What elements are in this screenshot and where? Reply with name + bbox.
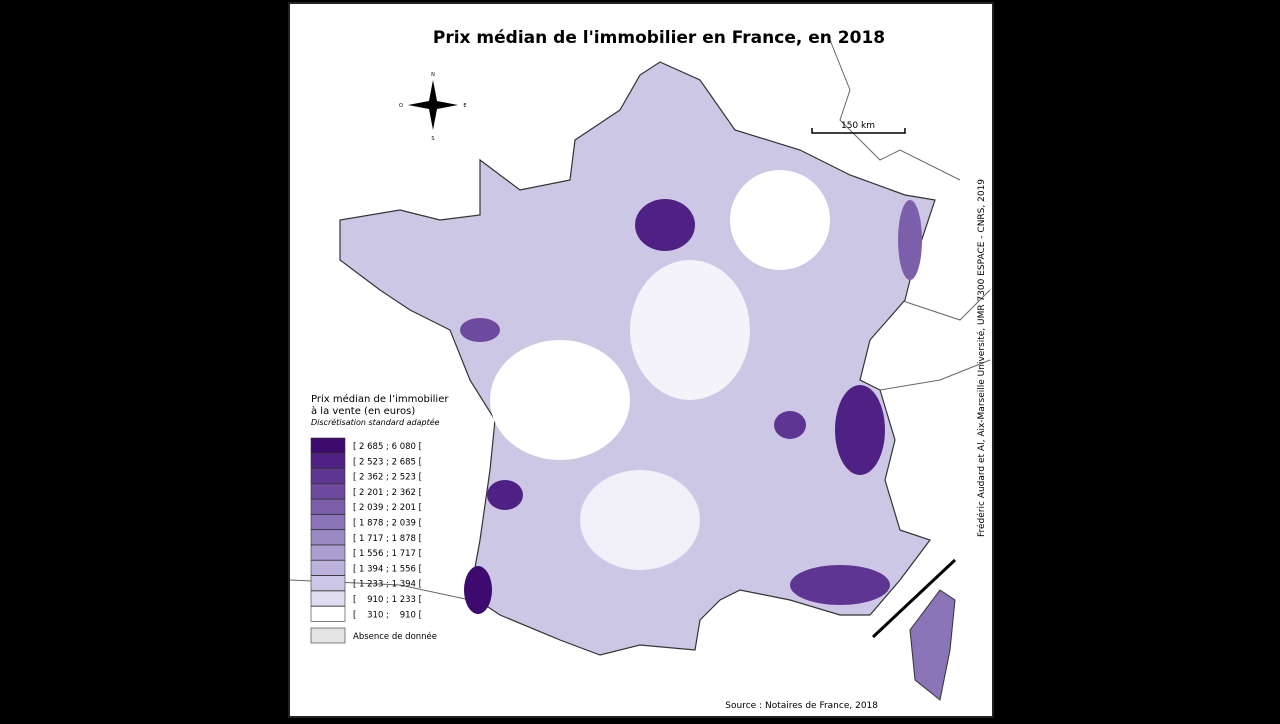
credits: Frédéric Audard et Al, Aix-Marseille Uni… bbox=[976, 179, 987, 537]
zone-basque bbox=[464, 566, 492, 614]
legend-swatch bbox=[310, 627, 346, 644]
zone-low bbox=[630, 260, 750, 400]
neighbour-borders bbox=[289, 39, 991, 601]
zone-alps bbox=[835, 385, 885, 475]
price-zones bbox=[460, 170, 922, 614]
map-title: Prix médian de l'immobilier en France, e… bbox=[433, 28, 885, 48]
legend-swatch bbox=[310, 590, 346, 607]
zone-bordeaux bbox=[487, 480, 523, 510]
compass-n: N bbox=[431, 72, 435, 78]
legend-swatch bbox=[310, 468, 346, 484]
scale-label: 150 km bbox=[841, 121, 875, 131]
zone-riviera bbox=[790, 565, 890, 605]
legend-swatch bbox=[310, 544, 346, 561]
zone-lyon bbox=[774, 411, 806, 439]
legend-swatch bbox=[310, 560, 346, 576]
legend-swatch bbox=[310, 529, 346, 546]
legend-swatch bbox=[310, 514, 346, 530]
legend-label: [ 1 394 ; 1 556 [ bbox=[353, 564, 422, 574]
compass-e: E bbox=[463, 103, 466, 109]
legend-label: [ 1 233 ; 1 394 [ bbox=[353, 580, 422, 590]
compass: N S E O bbox=[399, 72, 467, 142]
legend-label: [ 910 ; 1 233 [ bbox=[353, 595, 422, 605]
compass-s: S bbox=[431, 136, 434, 142]
legend-label: [ 2 523 ; 2 685 [ bbox=[353, 457, 422, 467]
zone-low bbox=[730, 170, 830, 270]
legend-title: à la vente (en euros) bbox=[311, 405, 415, 417]
legend-label: [ 1 878 ; 2 039 [ bbox=[353, 519, 422, 529]
zone-nantes bbox=[460, 318, 500, 342]
legend-label: [ 2 039 ; 2 201 [ bbox=[353, 503, 422, 513]
zone-alsace bbox=[898, 200, 922, 280]
scale-bar bbox=[811, 128, 906, 134]
legend-label: [ 1 556 ; 1 717 [ bbox=[353, 549, 422, 559]
legend-label: [ 1 717 ; 1 878 [ bbox=[353, 534, 422, 544]
source: Source : Notaires de France, 2018 bbox=[725, 701, 878, 711]
legend-swatch bbox=[310, 575, 346, 592]
compass-o: O bbox=[399, 103, 403, 109]
legend-swatch bbox=[310, 452, 346, 469]
legend-title: Prix médian de l’immobilier bbox=[311, 393, 449, 405]
legend-label: Absence de donnée bbox=[353, 631, 437, 642]
legend-label: [ 310 ; 910 [ bbox=[353, 610, 422, 620]
corsica bbox=[909, 589, 956, 701]
legend-label: [ 2 201 ; 2 362 [ bbox=[353, 488, 422, 498]
compass-rose bbox=[408, 80, 458, 130]
legend-swatch bbox=[310, 498, 346, 515]
legend-swatch bbox=[310, 483, 346, 500]
zone-low bbox=[580, 470, 700, 570]
zone-paris bbox=[635, 199, 695, 251]
legend-label: [ 2 685 ; 6 080 [ bbox=[353, 442, 422, 452]
legend-subtitle: Discrétisation standard adaptée bbox=[311, 417, 440, 427]
legend-swatch bbox=[310, 437, 346, 454]
inset-separator bbox=[871, 558, 957, 639]
zone-low bbox=[490, 340, 630, 460]
legend-swatch bbox=[310, 605, 346, 622]
legend: Prix médian de l’immobilier à la vente (… bbox=[310, 393, 449, 644]
legend-label: [ 2 362 ; 2 523 [ bbox=[353, 473, 422, 483]
